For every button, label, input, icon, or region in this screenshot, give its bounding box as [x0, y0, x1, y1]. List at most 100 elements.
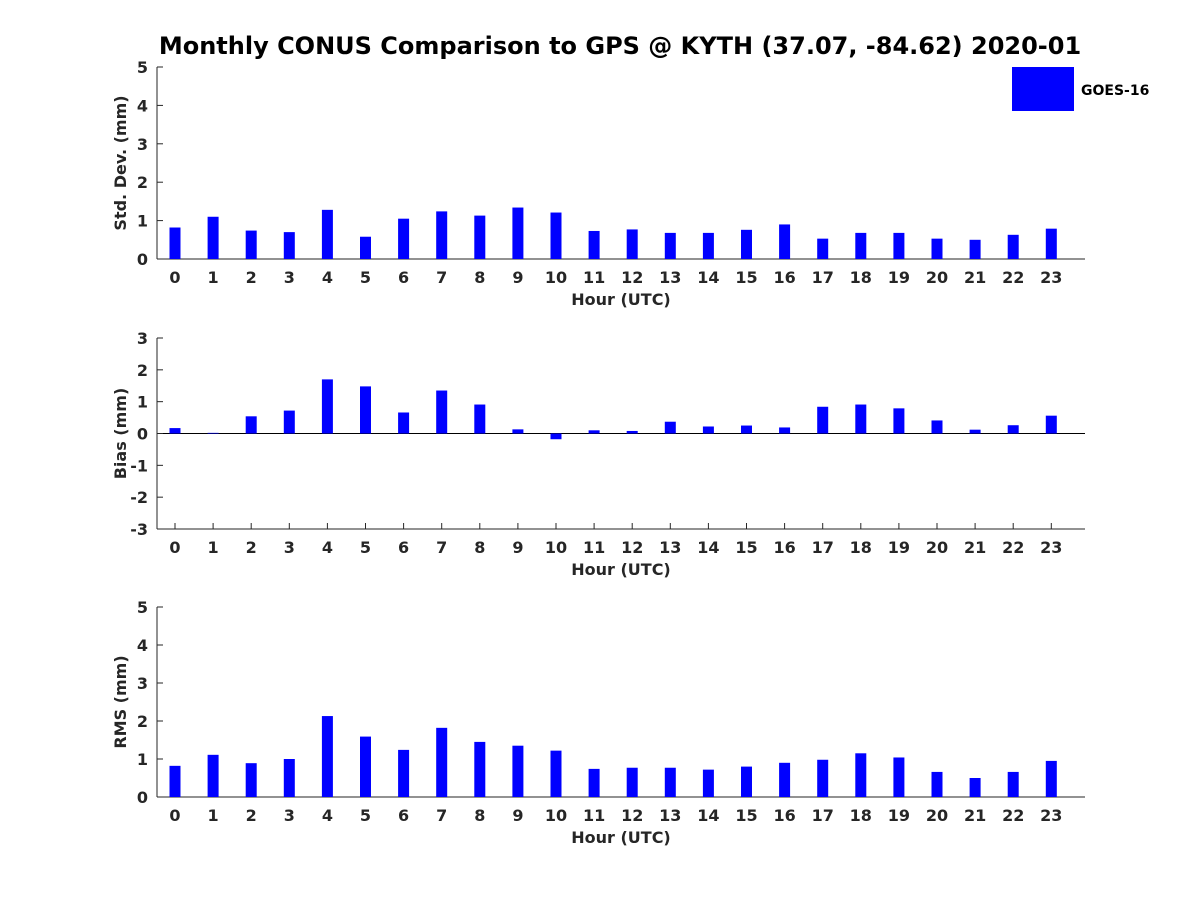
rms-x-tick-label: 4 [322, 806, 333, 825]
std-dev-x-tick-label: 3 [284, 268, 295, 287]
rms-x-tick-label: 1 [208, 806, 219, 825]
bias-x-tick-label: 6 [398, 538, 409, 557]
bias-y-tick-label: -3 [130, 520, 148, 539]
rms-x-tick-label: 22 [1002, 806, 1024, 825]
rms-bar-hour-20 [931, 771, 943, 797]
std-dev-bar-hour-0 [169, 227, 181, 259]
std-dev-x-tick-label: 11 [583, 268, 605, 287]
bias-bar-hour-14 [702, 426, 714, 434]
std-dev-x-tick-label: 7 [436, 268, 447, 287]
std-dev-bar-hour-9 [512, 207, 524, 259]
bias-x-tick-label: 23 [1040, 538, 1062, 557]
bias-x-tick-label: 18 [850, 538, 872, 557]
std-dev-x-tick-label: 9 [512, 268, 523, 287]
rms-bar-hour-13 [664, 767, 676, 797]
rms-x-tick-label: 10 [545, 806, 567, 825]
bias-bar-hour-10 [550, 433, 562, 440]
std-dev-bar-hour-5 [360, 236, 371, 259]
std-dev-bar-hour-16 [779, 224, 791, 259]
bias-bar-hour-6 [398, 412, 410, 434]
rms-y-tick-label: 4 [137, 636, 148, 655]
rms-bar-hour-17 [817, 759, 829, 797]
bias-x-tick-label: 20 [926, 538, 948, 557]
legend-swatch [1012, 67, 1074, 111]
bias-y-tick-label: 2 [137, 361, 148, 380]
rms-bar-hour-18 [855, 753, 867, 797]
bias-x-tick-label: 0 [169, 538, 180, 557]
rms-y-tick-label: 5 [137, 598, 148, 617]
rms-x-tick-label: 14 [697, 806, 719, 825]
rms-bar-hour-12 [626, 767, 638, 797]
std-dev-x-tick-label: 2 [246, 268, 257, 287]
rms-x-tick-label: 7 [436, 806, 447, 825]
rms-bar-hour-22 [1007, 771, 1019, 797]
rms-x-tick-label: 15 [735, 806, 757, 825]
std-dev-x-tick-label: 5 [360, 268, 371, 287]
std-dev-bar-hour-10 [550, 212, 562, 259]
bias-y-tick-label: 0 [137, 425, 148, 444]
bias-x-tick-label: 1 [208, 538, 219, 557]
rms-x-tick-label: 8 [474, 806, 485, 825]
std-dev-x-tick-label: 1 [208, 268, 219, 287]
std-dev-bar-hour-7 [436, 211, 448, 259]
bias-y-tick-label: 3 [137, 329, 148, 348]
rms-x-label: Hour (UTC) [571, 828, 671, 847]
std-dev-bar-hour-8 [474, 215, 486, 259]
bias-x-tick-label: 21 [964, 538, 986, 557]
std-dev-bar-hour-17 [817, 238, 829, 259]
rms-bar-hour-21 [969, 778, 981, 797]
bias-bar-hour-9 [512, 429, 524, 434]
bias-x-tick-label: 7 [436, 538, 447, 557]
rms-y-tick-label: 0 [137, 788, 148, 807]
bias-x-tick-label: 2 [246, 538, 257, 557]
rms-bar-hour-9 [512, 745, 524, 797]
bias-y-tick-label: -1 [130, 456, 148, 475]
bias-y-label: Bias (mm) [111, 388, 130, 480]
bias-bar-hour-0 [169, 428, 181, 434]
std-dev-bar-hour-21 [969, 239, 981, 259]
bias-x-tick-label: 12 [621, 538, 643, 557]
rms-bar-hour-3 [283, 759, 295, 797]
std-dev-bar-hour-22 [1007, 234, 1019, 259]
rms-bar-hour-2 [245, 763, 257, 797]
std-dev-x-tick-label: 20 [926, 268, 948, 287]
rms-bar-hour-7 [436, 727, 448, 797]
bias-x-tick-label: 8 [474, 538, 485, 557]
bias-y-tick-label: -2 [130, 488, 148, 507]
std-dev-x-tick-label: 23 [1040, 268, 1062, 287]
std-dev-bar-hour-15 [741, 229, 752, 259]
rms-bar-hour-14 [702, 769, 714, 797]
rms-y-tick-label: 3 [137, 674, 148, 693]
std-dev-bar-hour-20 [931, 238, 943, 259]
bias-bar-hour-3 [283, 410, 295, 434]
std-dev-x-tick-label: 17 [812, 268, 834, 287]
rms-x-tick-label: 16 [773, 806, 795, 825]
bias-bar-hour-22 [1007, 425, 1019, 434]
std-dev-x-tick-label: 22 [1002, 268, 1024, 287]
bias-x-tick-label: 17 [812, 538, 834, 557]
std-dev-y-tick-label: 5 [137, 58, 148, 77]
rms-x-tick-label: 9 [512, 806, 523, 825]
rms-bar-hour-15 [741, 766, 752, 797]
std-dev-y-label: Std. Dev. (mm) [111, 95, 130, 230]
rms-bar-hour-11 [588, 768, 600, 797]
chart-title: Monthly CONUS Comparison to GPS @ KYTH (… [159, 32, 1081, 60]
bias-bar-hour-16 [779, 427, 791, 434]
bias-bar-hour-17 [817, 406, 829, 434]
bias-x-tick-label: 22 [1002, 538, 1024, 557]
bias-bar-hour-1 [207, 432, 219, 434]
bias-bar-hour-2 [245, 416, 257, 434]
std-dev-y-tick-label: 2 [137, 173, 148, 192]
std-dev-x-tick-label: 15 [735, 268, 757, 287]
std-dev-bar-hour-18 [855, 232, 867, 259]
std-dev-bar-hour-12 [626, 229, 638, 259]
rms-x-tick-label: 12 [621, 806, 643, 825]
rms-x-tick-label: 11 [583, 806, 605, 825]
std-dev-bar-hour-1 [207, 216, 219, 259]
std-dev-bar-hour-2 [245, 230, 257, 259]
bias-x-tick-label: 5 [360, 538, 371, 557]
bias-x-tick-label: 15 [735, 538, 757, 557]
bias-x-tick-label: 4 [322, 538, 333, 557]
bias-x-tick-label: 11 [583, 538, 605, 557]
